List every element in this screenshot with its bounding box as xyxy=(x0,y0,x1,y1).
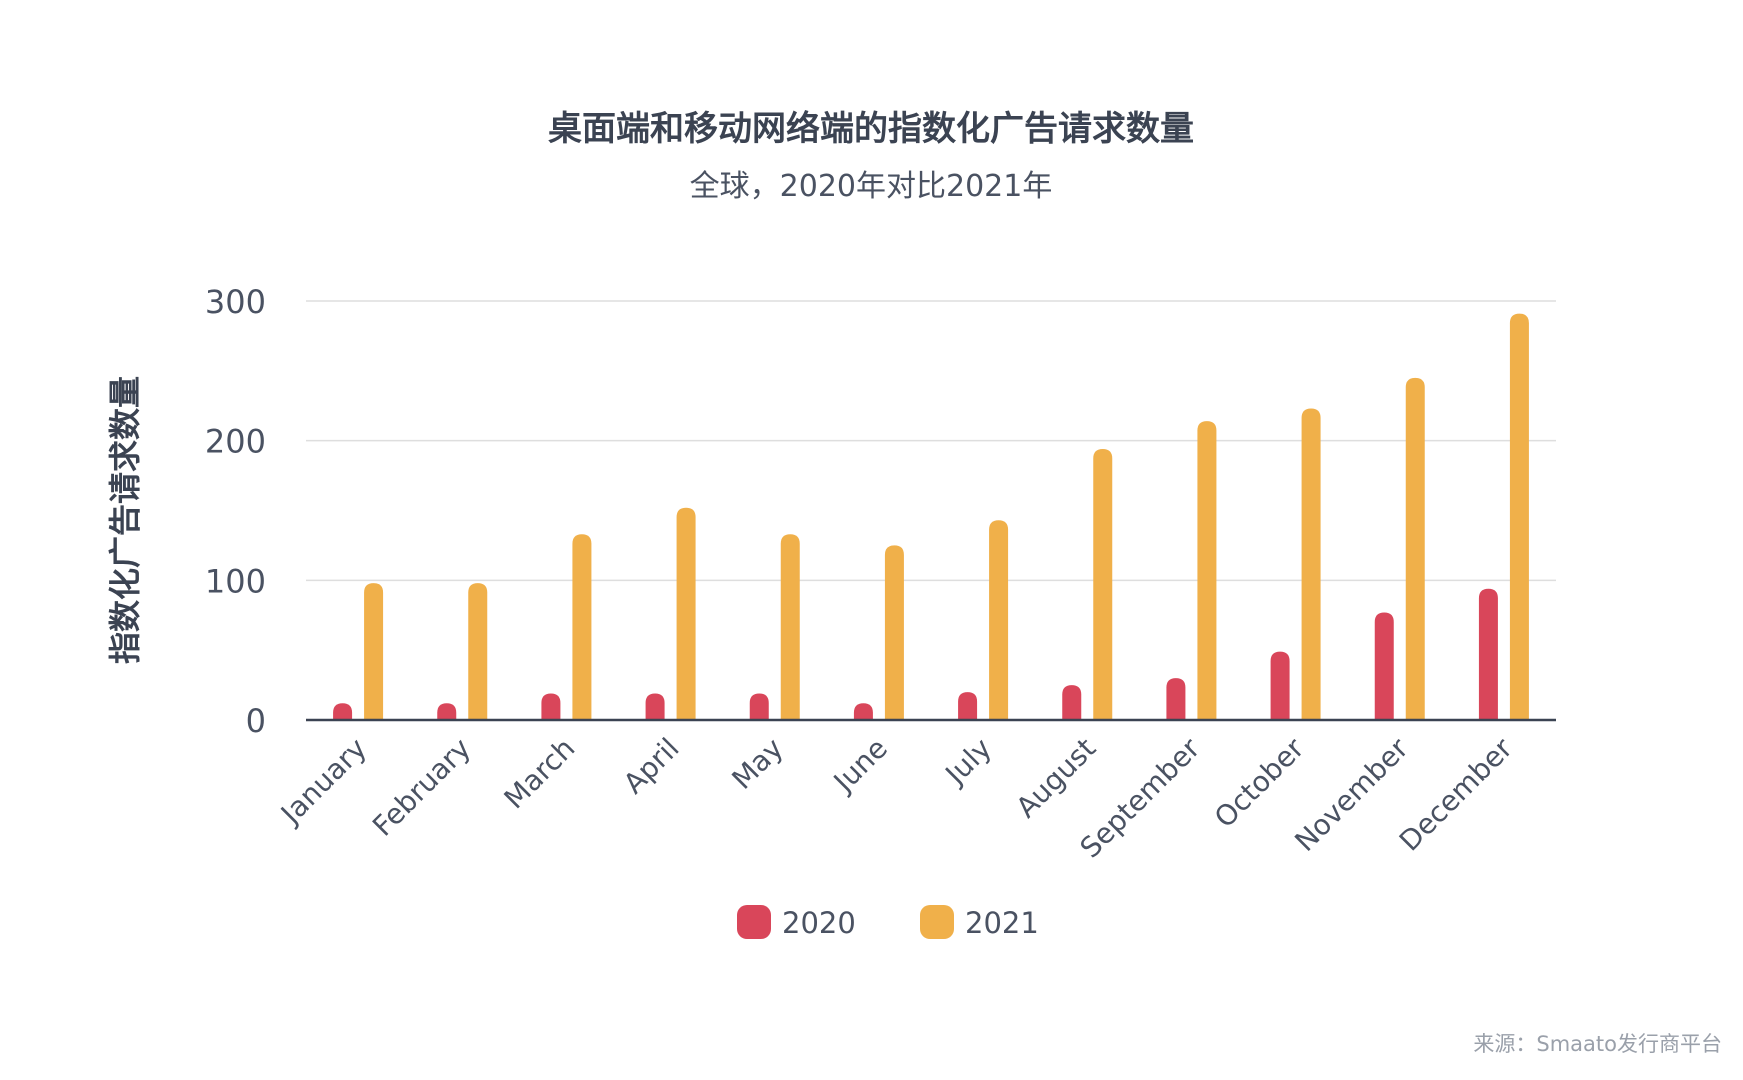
legend: 2020 2021 xyxy=(737,905,1039,940)
y-tick-label: 200 xyxy=(205,423,266,461)
bar-2020-december xyxy=(1478,588,1498,720)
y-tick-label: 300 xyxy=(205,283,266,321)
bar-2021-july xyxy=(989,520,1009,720)
bar-2021-october xyxy=(1301,408,1321,720)
bar-2021-may xyxy=(780,534,800,720)
bar-2020-may xyxy=(749,693,769,720)
x-tick-label: October xyxy=(1208,731,1311,834)
y-axis-label: 指数化广告请求数量 xyxy=(106,376,144,664)
source-note: 来源：Smaato发行商平台 xyxy=(1473,1032,1722,1056)
bar-2021-august xyxy=(1093,449,1113,720)
bar-2021-november xyxy=(1405,377,1425,720)
grid-lines xyxy=(306,300,1556,582)
y-tick-label: 0 xyxy=(246,702,266,740)
bar-2021-february xyxy=(468,583,488,720)
bar-2020-october xyxy=(1270,651,1290,720)
chart-subtitle: 全球，2020年对比2021年 xyxy=(690,169,1053,204)
x-tick-label: March xyxy=(498,732,582,816)
x-tick-label: June xyxy=(826,732,894,800)
bar-2020-june xyxy=(853,703,873,720)
x-tick-label: December xyxy=(1393,731,1519,857)
bar-2021-april xyxy=(676,507,696,720)
bars xyxy=(333,313,1529,720)
x-tick-label: July xyxy=(938,732,998,792)
x-tick-label: November xyxy=(1288,731,1415,858)
y-axis-ticks: 0 100 200 300 xyxy=(205,283,266,740)
bar-2020-january xyxy=(333,703,353,720)
legend-label-2020: 2020 xyxy=(782,906,856,940)
legend-swatch-2020 xyxy=(737,905,771,939)
x-tick-label: February xyxy=(366,732,477,843)
y-tick-label: 100 xyxy=(205,562,266,600)
bar-2020-august xyxy=(1062,685,1082,720)
bar-2020-september xyxy=(1166,678,1186,720)
x-tick-label: January xyxy=(273,732,373,832)
x-tick-label: August xyxy=(1010,732,1103,825)
bar-2020-july xyxy=(958,692,978,720)
bar-2021-september xyxy=(1197,421,1217,720)
bar-2021-june xyxy=(884,545,904,720)
legend-label-2021: 2021 xyxy=(965,906,1039,940)
x-tick-label: April xyxy=(617,732,686,801)
bar-2020-april xyxy=(645,693,665,720)
legend-swatch-2021 xyxy=(920,905,954,939)
bar-2020-november xyxy=(1374,612,1394,720)
bar-2020-march xyxy=(541,693,561,720)
x-tick-label: May xyxy=(725,732,789,796)
bar-2020-february xyxy=(437,703,457,720)
bar-2021-december xyxy=(1509,313,1529,720)
bar-2021-january xyxy=(364,583,384,720)
bar-2021-march xyxy=(572,534,592,720)
chart-title: 桌面端和移动网络端的指数化广告请求数量 xyxy=(548,109,1194,149)
